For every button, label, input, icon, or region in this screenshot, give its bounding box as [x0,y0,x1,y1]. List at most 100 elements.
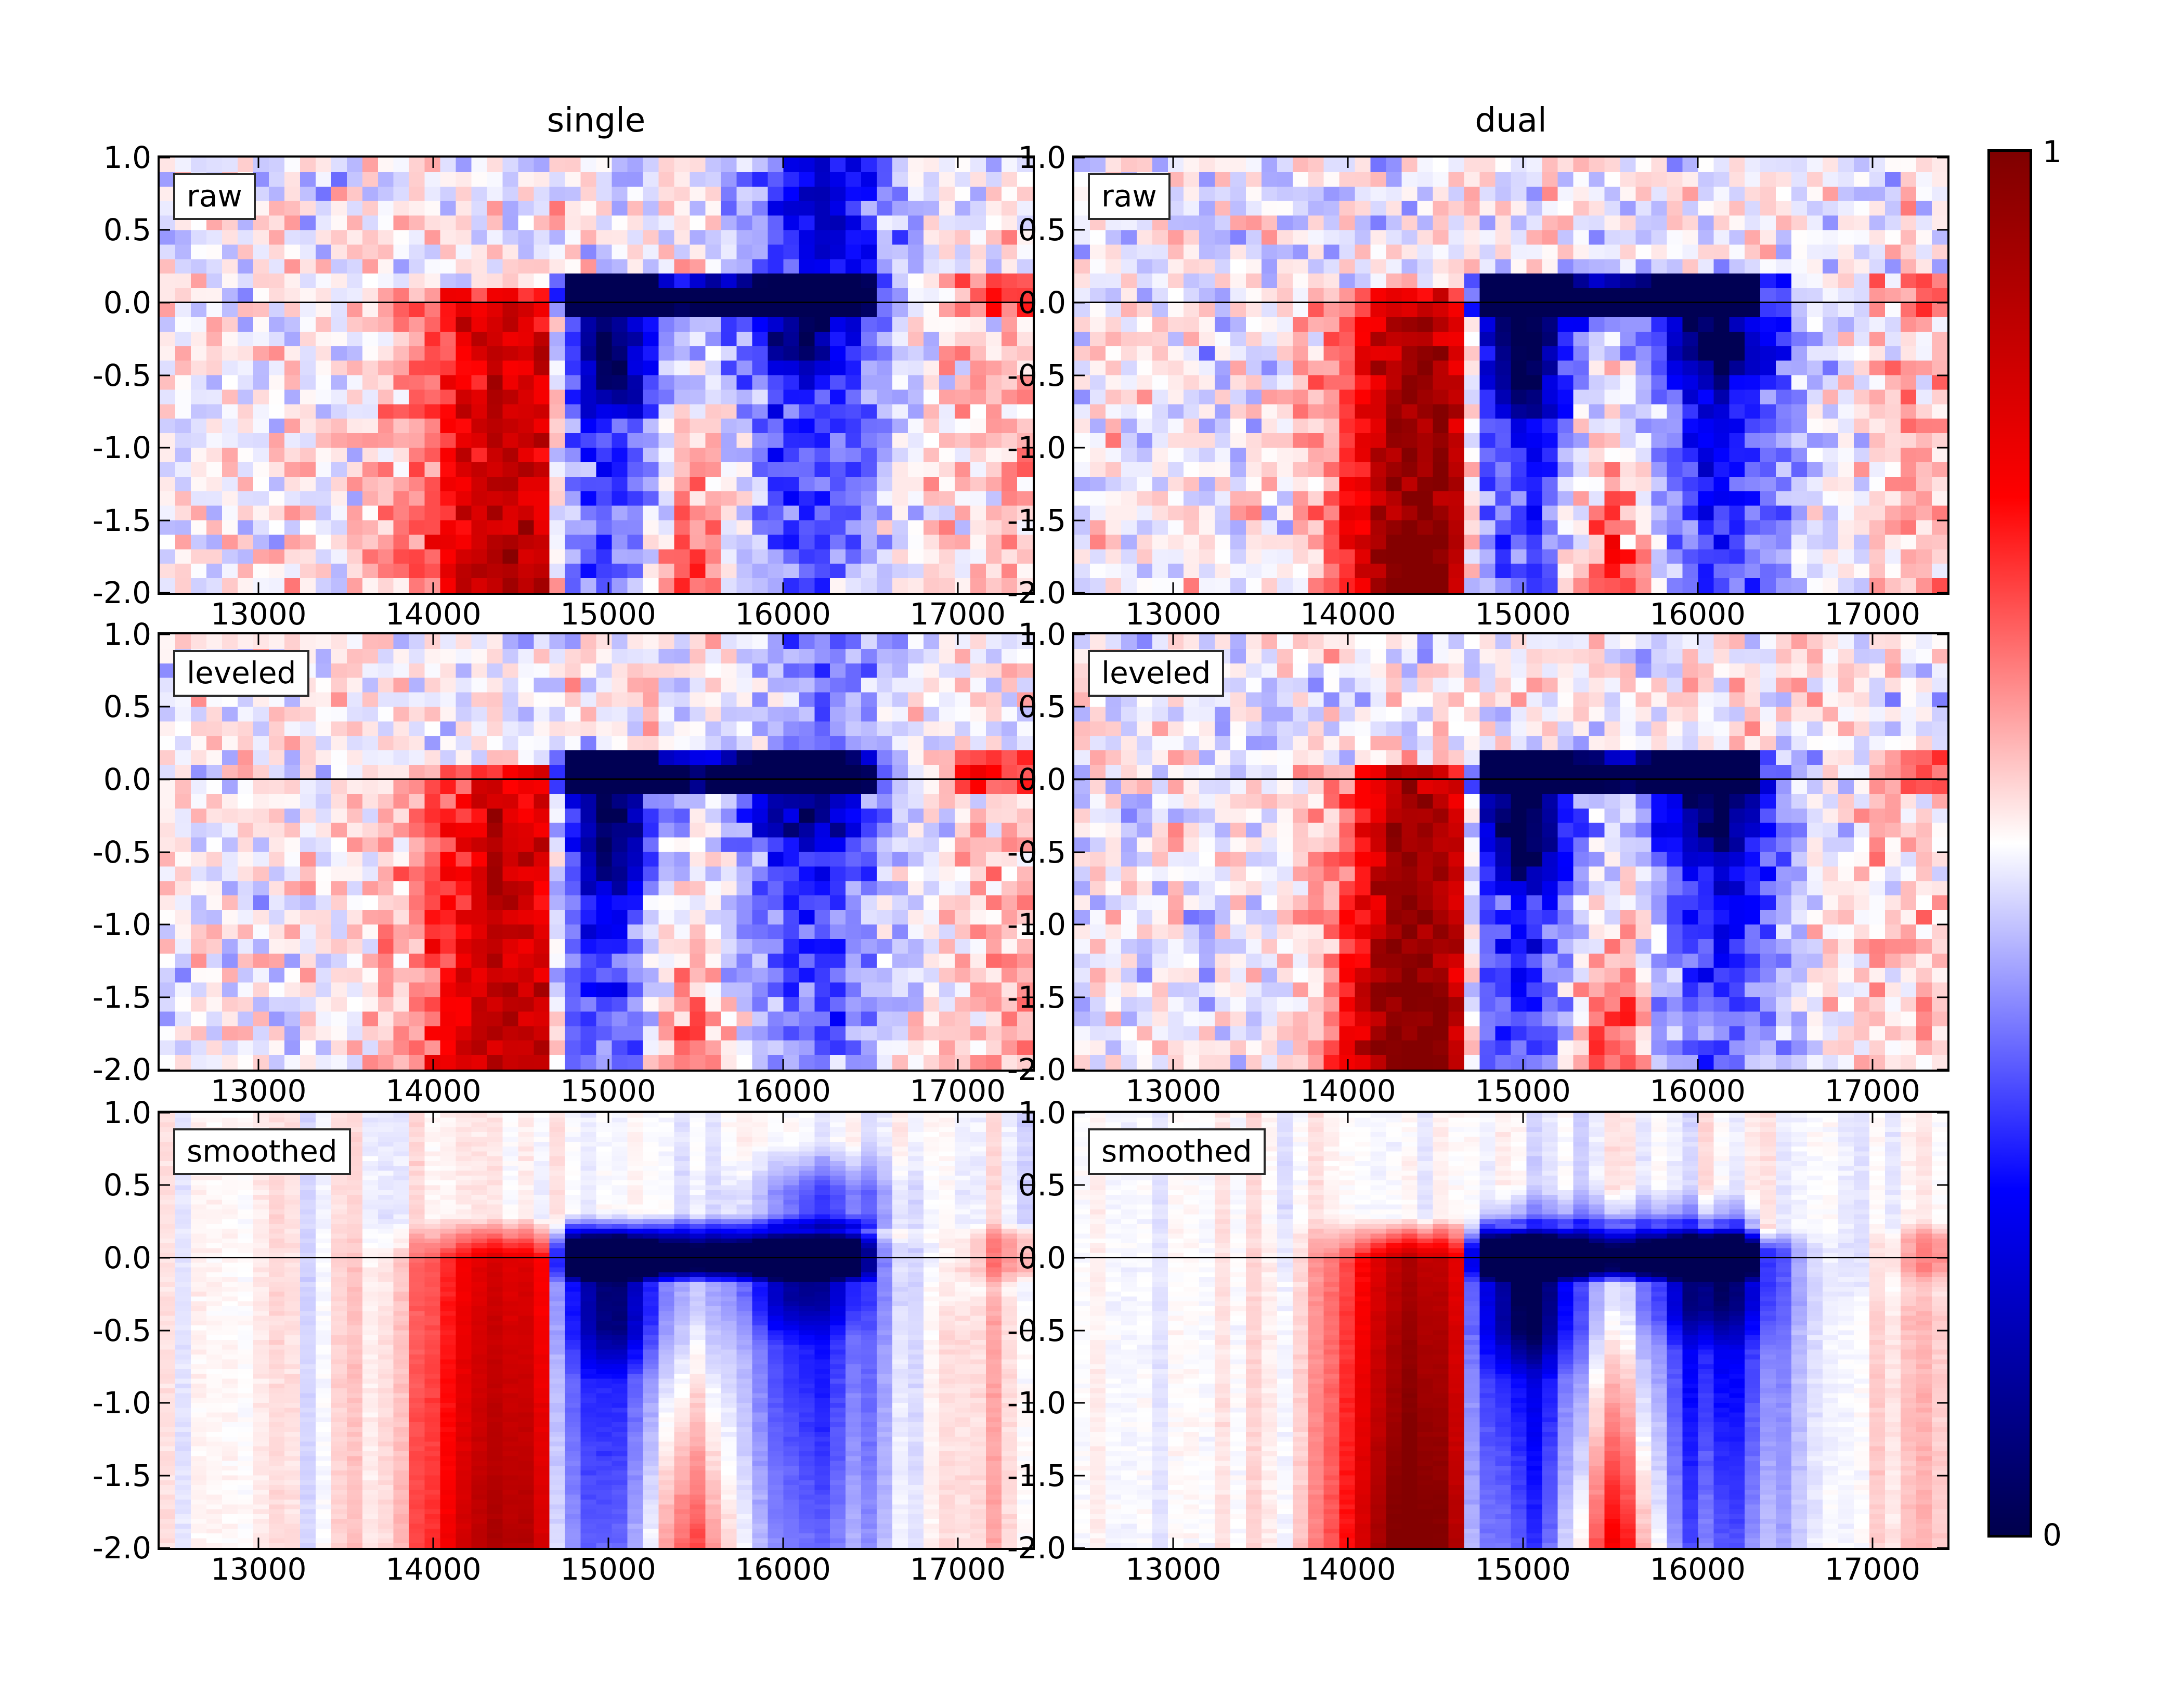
y-tick-mark [160,157,170,159]
y-tick-mark [1074,374,1085,376]
y-tick-label: -2.0 [92,1530,151,1566]
x-tick-mark [1522,1538,1524,1548]
y-tick-label: -2.0 [1007,575,1066,610]
panel-label: leveled [187,655,296,691]
x-tick-mark [257,158,259,168]
y-tick-mark [160,302,170,304]
y-tick-mark [1074,633,1085,635]
y-tick-mark [1937,996,1947,998]
zero-line [1074,1257,1947,1259]
x-tick-mark [1172,1059,1174,1070]
colorbar-label-bottom: 0 [2043,1517,2062,1553]
x-tick-label: 13000 [1125,1073,1221,1109]
panel-label: smoothed [187,1134,337,1169]
panel-label-box: smoothed [1088,1128,1266,1175]
x-tick-mark [607,1538,609,1548]
y-tick-mark [160,592,170,594]
title-dual: dual [1475,101,1547,140]
x-tick-label: 14000 [385,1552,482,1587]
x-tick-mark [1871,1059,1874,1070]
y-tick-label: -0.5 [92,1312,151,1348]
panel-label-box: raw [173,173,256,220]
x-tick-mark [432,158,434,168]
x-tick-mark [957,634,959,645]
x-tick-mark [1871,582,1874,593]
y-tick-mark [1937,1069,1947,1071]
y-tick-mark [160,1475,170,1476]
y-tick-mark [1022,1330,1033,1331]
x-tick-label: 14000 [1300,596,1396,632]
y-tick-mark [160,447,170,449]
y-tick-label: 1.0 [103,1095,151,1130]
y-tick-label: 0.0 [103,1240,151,1275]
y-tick-mark [1937,302,1947,304]
y-tick-mark [160,996,170,998]
y-tick-label: 0.0 [1018,284,1066,320]
x-tick-mark [957,1113,959,1123]
x-tick-label: 16000 [735,596,831,632]
x-tick-label: 17000 [909,596,1006,632]
y-tick-label: -2.0 [92,1052,151,1087]
x-tick-mark [607,158,609,168]
x-tick-mark [1697,1538,1699,1548]
colorbar-label-top: 1 [2043,134,2062,170]
y-tick-mark [1022,923,1033,926]
panel-label: smoothed [1101,1134,1252,1169]
x-tick-label: 17000 [1824,1552,1921,1587]
x-tick-mark [1172,1538,1174,1548]
heatmap-canvas-leveled-single [160,634,1033,1070]
y-tick-label: -1.0 [1007,906,1066,942]
y-tick-mark [1022,1547,1033,1549]
panel-label: raw [187,178,242,214]
y-tick-mark [1022,374,1033,376]
y-tick-mark [1074,706,1085,708]
x-tick-mark [257,1113,259,1123]
y-tick-mark [160,1257,170,1259]
colorbar [1987,149,2032,1538]
x-tick-mark [1871,1538,1874,1548]
x-tick-mark [257,1538,259,1548]
y-tick-label: -2.0 [1007,1530,1066,1566]
x-tick-label: 15000 [560,596,656,632]
y-tick-mark [1022,1402,1033,1404]
panel-label: raw [1101,178,1157,214]
y-tick-mark [1022,1257,1033,1259]
y-tick-mark [1074,1402,1085,1404]
y-tick-mark [160,1330,170,1331]
x-tick-mark [1697,158,1699,168]
panel-leveled-dual: leveled 13000 14000 15000 16000 17000 1.0 0.5 0… [1007,619,1949,1106]
y-tick-label: 0.0 [103,284,151,320]
zero-line [160,302,1033,304]
y-tick-mark [1937,1184,1947,1186]
y-tick-mark [160,374,170,376]
x-tick-mark [257,634,259,645]
y-tick-label: 0.0 [1018,1240,1066,1275]
y-tick-mark [160,519,170,521]
x-tick-mark [1871,1113,1874,1123]
panel-smoothed-dual: smoothed 13000 14000 15000 16000 17000 1.0 0.5… [1007,1098,1949,1584]
y-tick-mark [1074,778,1085,780]
y-tick-mark [1074,157,1085,159]
panel-label-box: leveled [1088,650,1225,697]
x-tick-mark [782,634,784,645]
x-tick-mark [1522,582,1524,593]
x-tick-mark [1697,1059,1699,1070]
x-tick-mark [1697,1113,1699,1123]
y-tick-mark [160,851,170,853]
x-tick-label: 17000 [1824,1073,1921,1109]
y-tick-mark [1937,706,1947,708]
heatmap-canvas-smoothed-dual [1074,1113,1947,1548]
y-tick-mark [1022,1069,1033,1071]
panel-raw-dual: raw 13000 14000 15000 16000 17000 1.0 0.5 0.0 -0… [1007,142,1949,629]
x-tick-label: 17000 [909,1552,1006,1587]
heatmap-canvas-leveled-dual [1074,634,1947,1070]
y-tick-mark [1937,1547,1947,1549]
x-tick-mark [432,634,434,645]
y-tick-mark [1022,229,1033,231]
x-tick-mark [1522,158,1524,168]
x-tick-label: 15000 [1475,596,1571,632]
y-tick-label: -0.5 [1007,357,1066,393]
x-tick-mark [432,582,434,593]
y-tick-mark [1937,1112,1947,1114]
y-tick-mark [1022,706,1033,708]
